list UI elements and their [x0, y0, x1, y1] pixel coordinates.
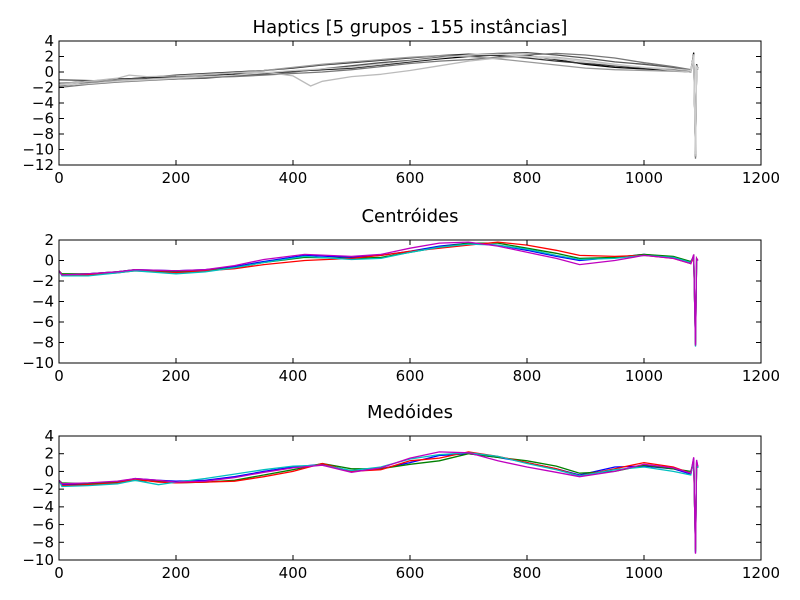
chart-title: Centróides: [361, 206, 458, 227]
y-tick-label: −10: [22, 141, 54, 159]
x-tick-label: 1200: [742, 564, 780, 582]
y-tick-label: −4: [32, 293, 54, 311]
y-tick-label: −2: [32, 272, 54, 290]
y-tick-label: 0: [44, 252, 54, 270]
y-tick-label: 2: [44, 48, 54, 66]
y-tick-label: 4: [44, 427, 54, 445]
x-tick-label: 1200: [742, 169, 780, 187]
plot-frame: [58, 435, 762, 561]
plot-frame: [58, 239, 762, 364]
y-tick-label: −8: [32, 533, 54, 551]
series-line-3: [59, 452, 699, 553]
y-tick-label: 0: [44, 63, 54, 81]
y-tick-label: 2: [44, 445, 54, 463]
series-line-0: [59, 52, 699, 158]
y-tick-label: −12: [22, 156, 54, 174]
y-tick-label: −6: [32, 313, 54, 331]
series-group: [59, 51, 699, 159]
x-tick-label: 1200: [742, 367, 780, 385]
series-group: [59, 241, 699, 347]
x-tick-label: 400: [279, 564, 308, 582]
y-tick-label: 2: [44, 231, 54, 249]
x-tick-label: 200: [162, 367, 191, 385]
y-tick-label: −10: [22, 551, 54, 569]
series-line-4: [59, 55, 699, 152]
x-tick-label: 600: [396, 367, 425, 385]
x-tick-label: 200: [162, 564, 191, 582]
x-tick-label: 1000: [625, 169, 663, 187]
y-tick-label: 0: [44, 462, 54, 480]
chart-panel-0: 0 200 400 600 800 1000 1200420−2−4−6−8−10−12Ha…: [22, 17, 780, 187]
series-line-4: [59, 451, 699, 554]
x-tick-label: 1000: [625, 367, 663, 385]
x-tick-label: 600: [396, 169, 425, 187]
chart-panel-2: 0 200 400 600 800 1000 1200420−2−4−6−8−10Medói…: [22, 402, 780, 582]
y-tick-label: −2: [32, 480, 54, 498]
x-tick-label: 0: [54, 564, 64, 582]
x-tick-label: 800: [513, 564, 542, 582]
y-tick-label: −10: [22, 354, 54, 372]
series-line-2: [59, 451, 699, 550]
y-tick-label: −2: [32, 79, 54, 97]
series-group: [59, 451, 699, 554]
series-line-3: [59, 243, 699, 347]
x-tick-label: 0: [54, 367, 64, 385]
y-tick-label: −4: [32, 498, 54, 516]
y-tick-label: −8: [32, 125, 54, 143]
x-tick-label: 200: [162, 169, 191, 187]
x-tick-label: 0: [54, 169, 64, 187]
x-tick-label: 800: [513, 169, 542, 187]
x-tick-label: 400: [279, 367, 308, 385]
y-tick-label: −6: [32, 516, 54, 534]
x-tick-label: 1000: [625, 564, 663, 582]
x-tick-label: 400: [279, 169, 308, 187]
x-tick-label: 600: [396, 564, 425, 582]
y-tick-label: 4: [44, 32, 54, 50]
chart-title: Haptics [5 grupos - 155 instâncias]: [253, 17, 568, 38]
series-line-6: [59, 53, 699, 155]
y-tick-label: −4: [32, 94, 54, 112]
y-tick-label: −8: [32, 334, 54, 352]
plot-frame: [58, 40, 762, 166]
series-line-3: [59, 52, 699, 159]
series-line-2: [59, 51, 699, 156]
y-tick-label: −6: [32, 110, 54, 128]
x-tick-label: 800: [513, 367, 542, 385]
series-line-5: [59, 54, 699, 157]
chart-panel-1: 0 200 400 600 800 1000 1200 2 0 −2 −4 −6 −8 −10 Centró…: [22, 206, 780, 385]
series-line-4: [59, 241, 699, 346]
chart-title: Medóides: [367, 402, 453, 423]
